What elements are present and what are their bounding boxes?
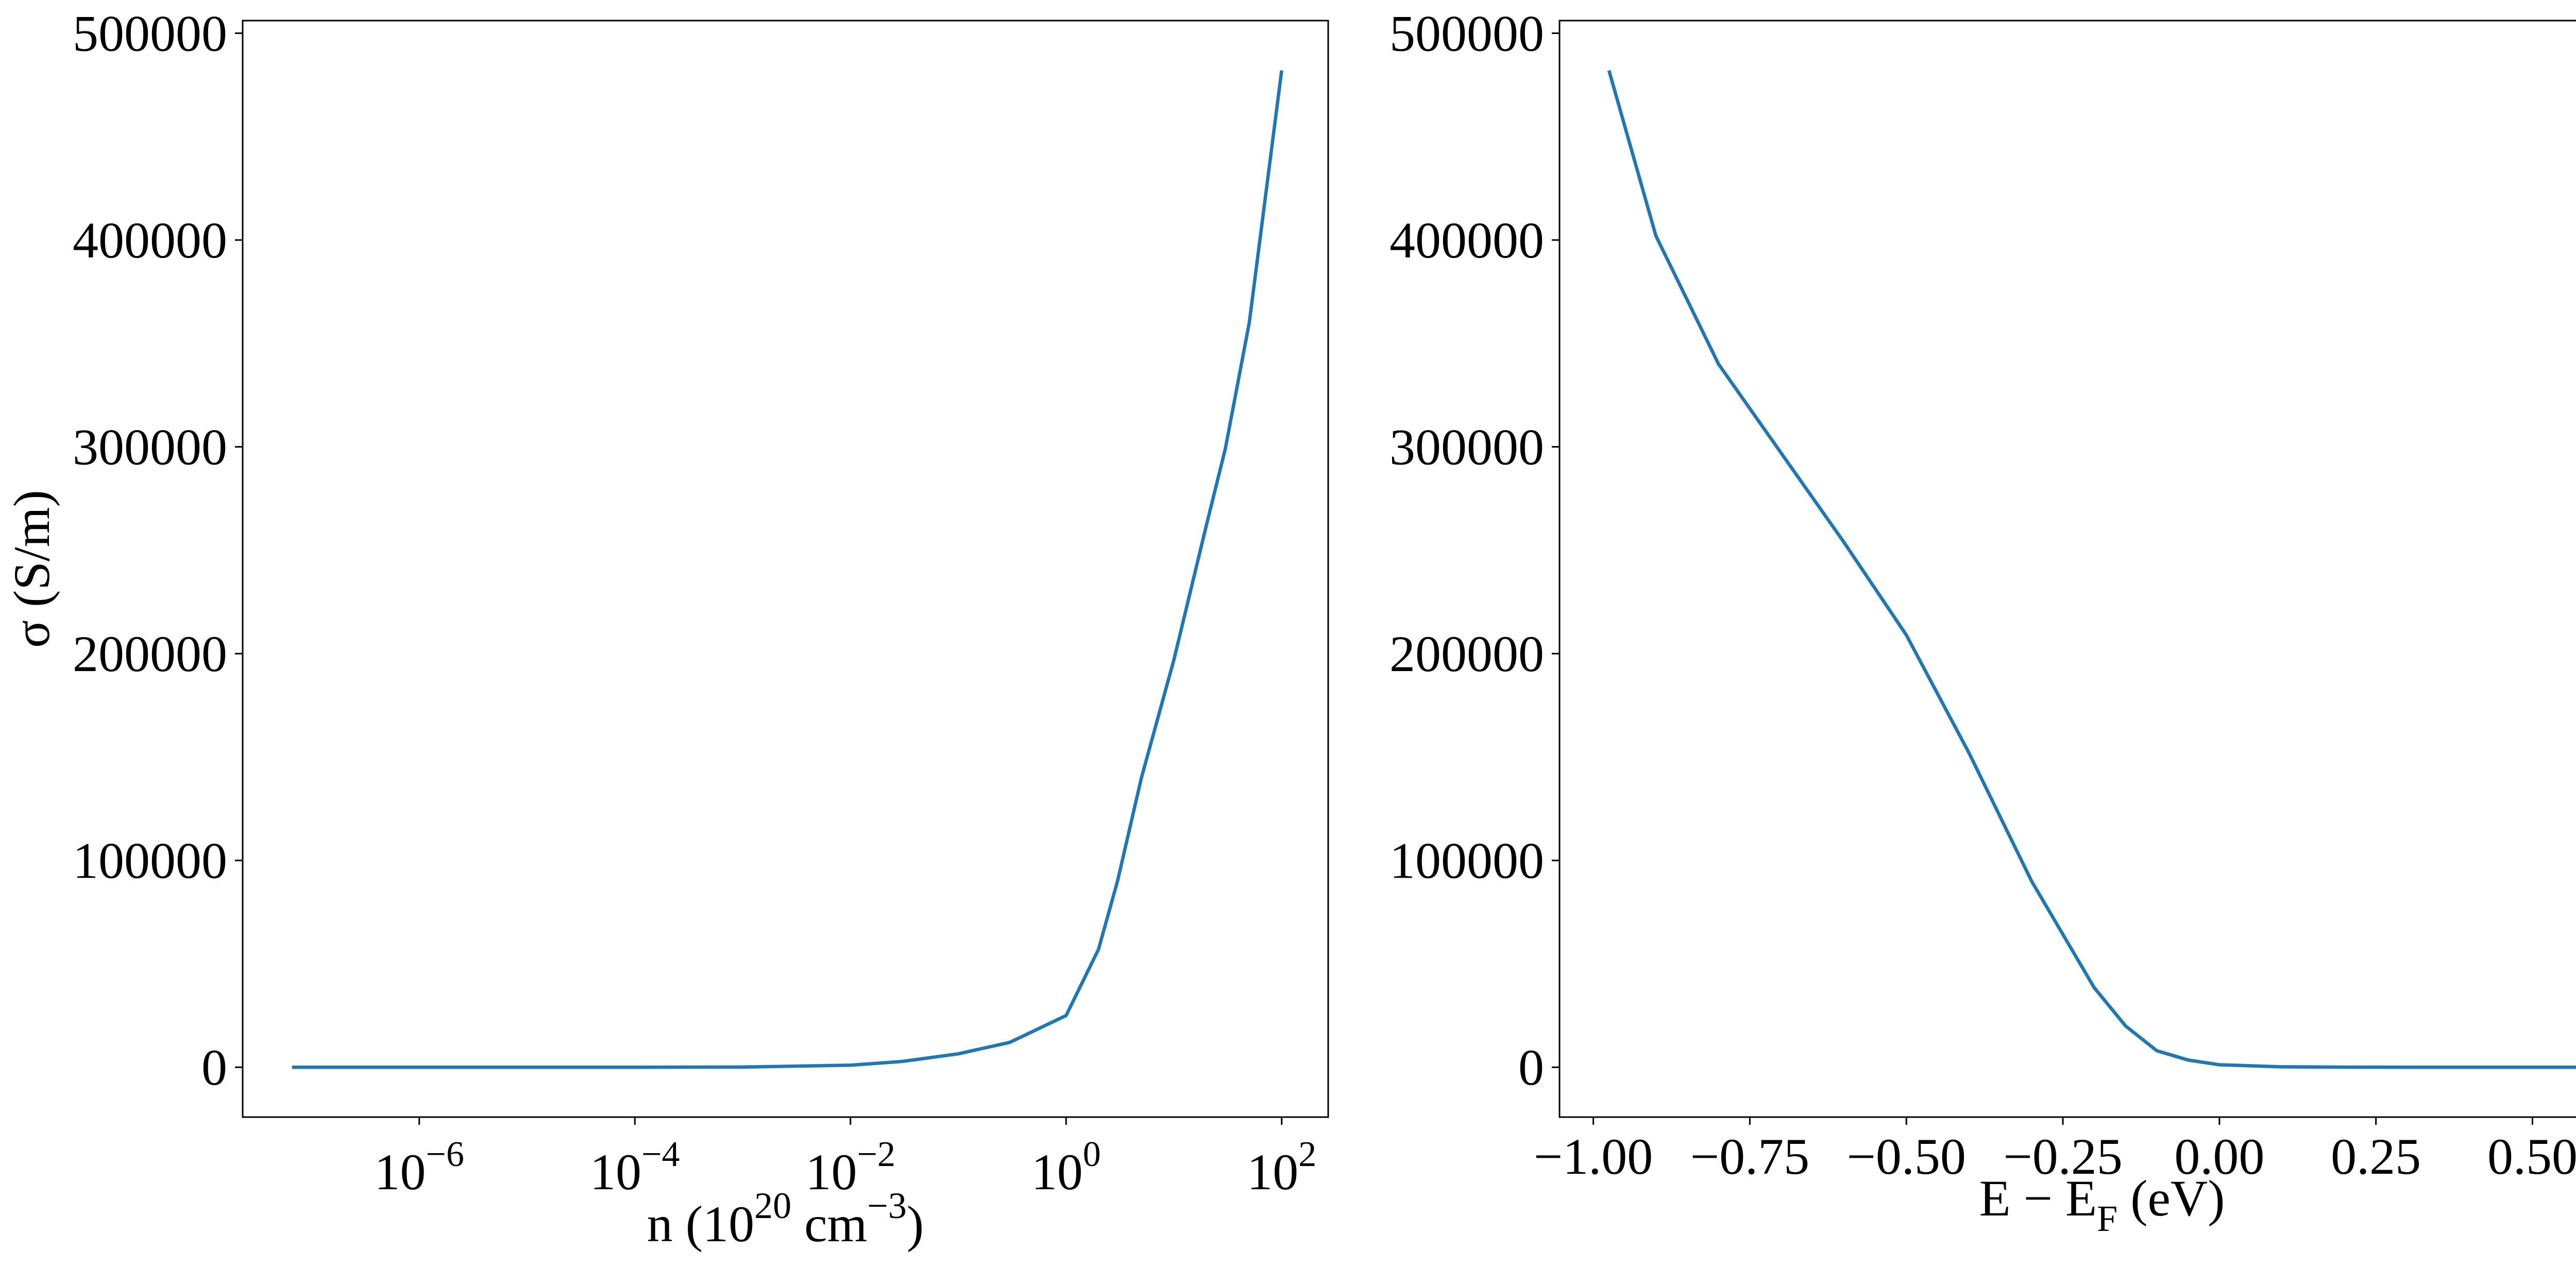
axes-frame [242,20,1329,1118]
y-tick-label: 0 [1518,1039,1544,1096]
x-axis-label-part: −3 [867,1185,907,1226]
x-tick-label: 0.00 [2174,1128,2264,1185]
y-tick-label: 200000 [1389,625,1544,682]
x-tick-label: 10−6 [375,1135,464,1201]
x-axis-label-part: 20 [754,1185,791,1226]
y-tick-label: 100000 [1389,832,1544,889]
x-axis-label: E − EF (eV) [1979,1170,2225,1239]
y-tick-label: 300000 [73,419,227,476]
y-tick-label: 200000 [73,625,227,682]
data-line [292,70,1283,1069]
y-tick-label: 0 [201,1039,227,1096]
y-tick-label: 500000 [73,5,227,62]
x-tick-label: 100 [1031,1135,1101,1201]
axes-frame [1558,20,2576,1118]
x-tick-label: 102 [1247,1135,1316,1201]
y-tick-label: 400000 [1389,212,1544,269]
x-axis-label-part: E − E [1979,1170,2097,1227]
x-axis-label-part: n (10 [647,1195,754,1253]
y-axis-label: σ (S/m) [3,490,60,648]
x-tick-label: 10−4 [590,1135,680,1201]
y-tick-label: 100000 [73,832,227,889]
y-tick-label: 300000 [1389,419,1544,476]
x-tick-label: 0.25 [2331,1128,2421,1185]
x-tick-label: −1.00 [1534,1128,1653,1185]
x-tick-label: 0.50 [2487,1128,2576,1185]
data-line [1607,70,2576,1069]
x-axis-label-part: ) [907,1195,924,1253]
x-axis-label-part: F [2097,1198,2117,1239]
x-axis-label-part: cm [791,1195,867,1253]
x-axis-label-part: (eV) [2117,1170,2225,1227]
x-axis-label: n (1020 cm−3) [647,1185,924,1253]
x-tick-label: 10−2 [806,1135,895,1201]
x-tick-label: −0.25 [2003,1128,2122,1185]
x-tick-label: −0.50 [1847,1128,1966,1185]
y-tick-label: 400000 [73,212,227,269]
y-tick-label: 500000 [1389,5,1544,62]
x-tick-label: −0.75 [1690,1128,1809,1185]
